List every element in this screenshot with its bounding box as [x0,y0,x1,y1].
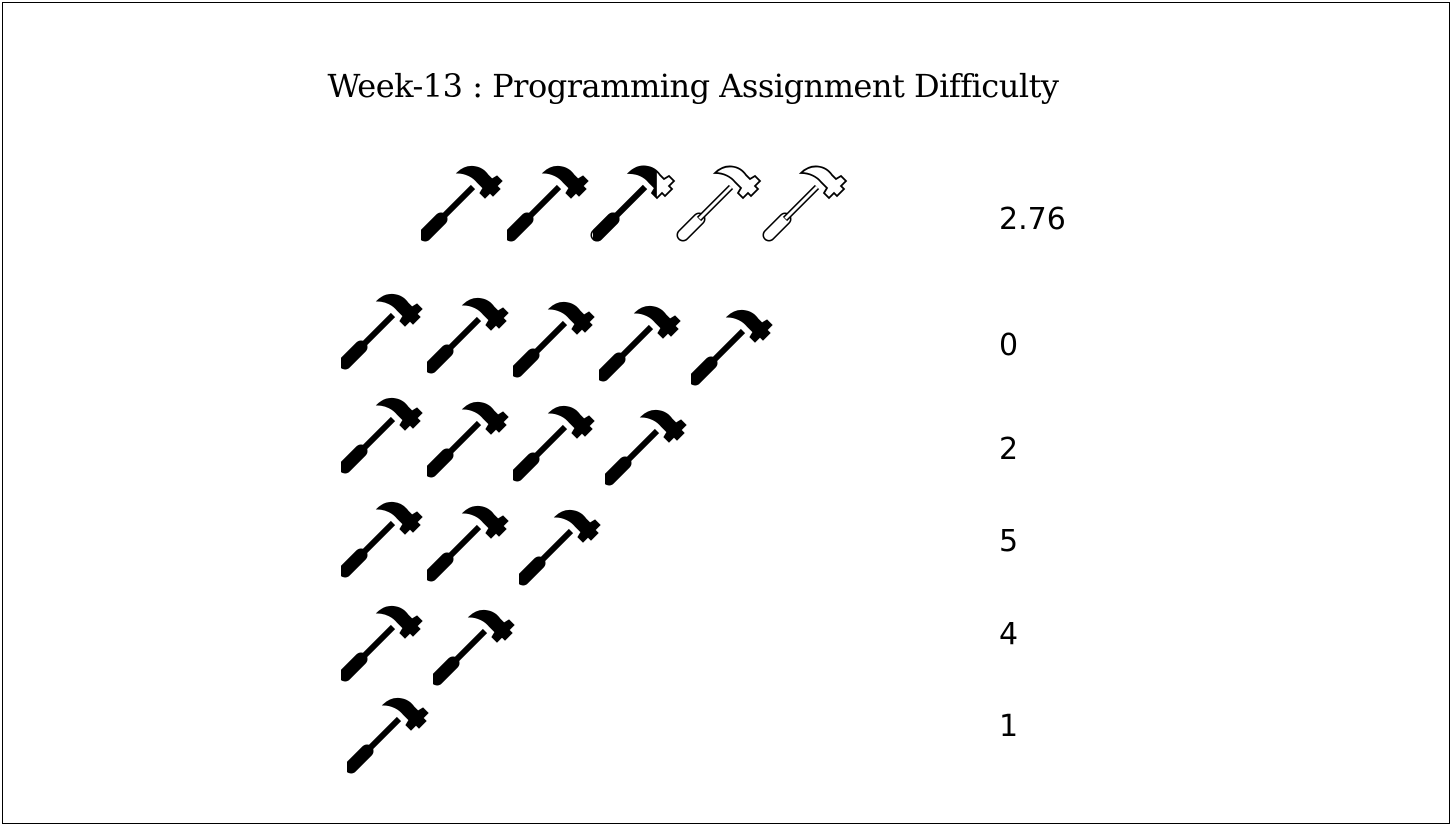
hammer-icon [345,294,422,363]
hammer-icon [345,502,422,571]
hammer-icon [431,402,508,471]
pictograph-row: 2.76 [425,165,1066,242]
chart-title: Week-13 : Programming Assignment Difficu… [327,67,1060,105]
pictograph-row: 4 [345,606,1018,679]
pictograph-row: 5 [345,502,1018,579]
row-value-label: 5 [999,524,1018,559]
hammer-icon [431,506,508,575]
pictograph-row: 1 [351,698,1018,767]
hammer-icon [517,406,594,475]
hammer-icon [345,398,422,467]
hammer-icon [590,166,676,242]
hammer-icon [676,165,762,242]
pictograph-row: 0 [345,294,1018,379]
row-value-label: 2 [999,432,1018,467]
row-value-label: 2.76 [999,202,1066,237]
row-value-label: 1 [999,709,1018,744]
hammer-icon [425,166,502,235]
pictograph-row: 2 [345,398,1018,479]
hammer-icon [437,610,514,679]
hammer-icon [603,306,680,375]
hammer-icon [345,606,422,675]
hammer-icon [511,166,588,235]
row-value-label: 4 [999,617,1018,652]
hammer-icon [762,165,848,242]
row-value-label: 0 [999,328,1018,363]
pictograph: 2.76 0 2 5 4 1 [3,3,1066,824]
hammer-icon [695,310,772,379]
hammer-icon [523,510,600,579]
hammer-icon [351,698,428,767]
hammer-icon [431,298,508,367]
hammer-icon [517,302,594,371]
hammer-icon [609,410,686,479]
